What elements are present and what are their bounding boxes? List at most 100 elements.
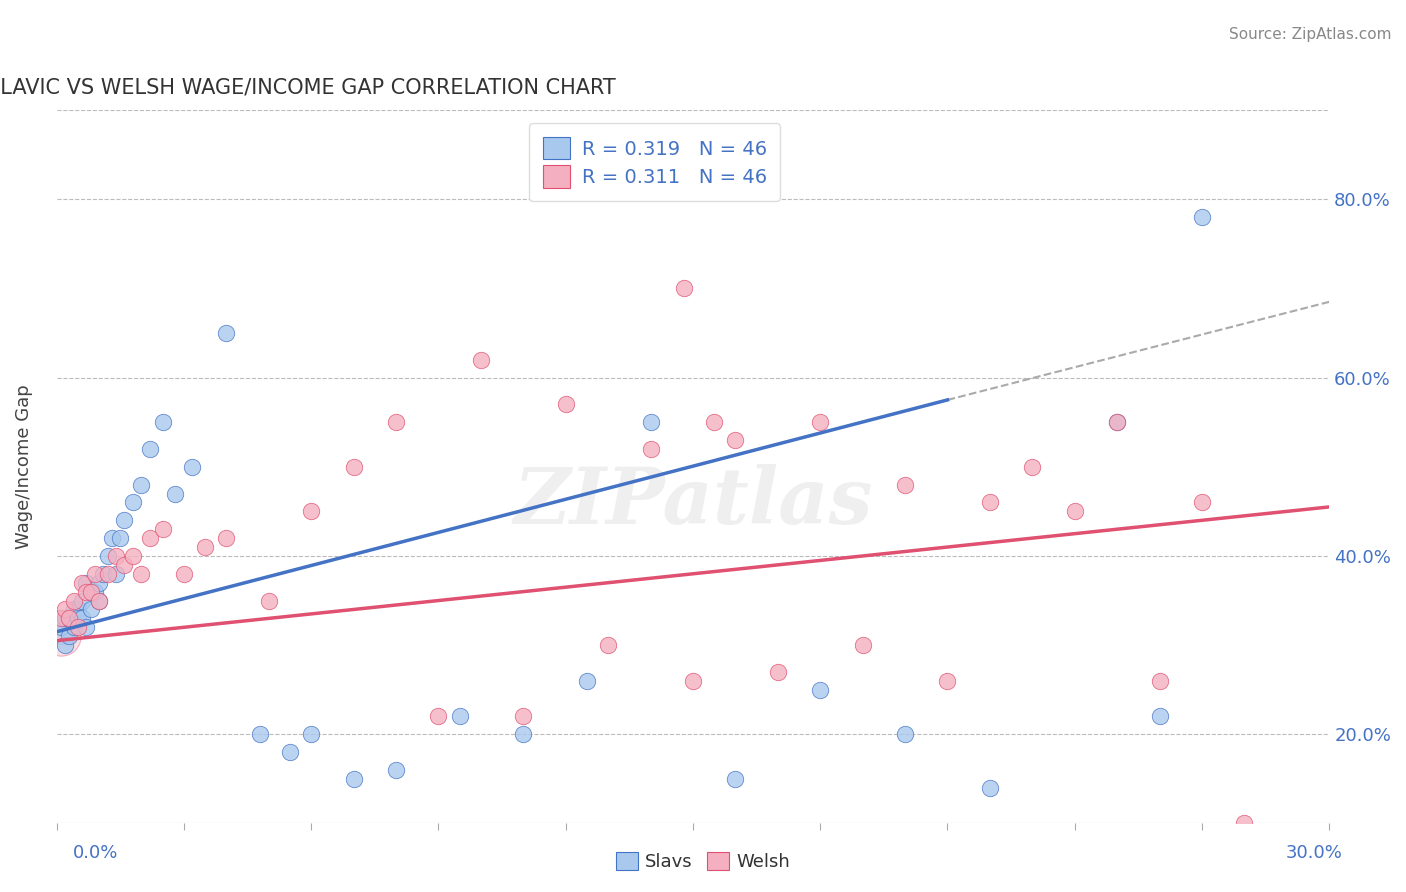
Point (49, 620, 72, 634)
Point (83, 584, 105, 599)
Point (470, 352, 492, 367)
Text: 0.0%: 0.0% (73, 844, 118, 862)
Point (808, 682, 831, 697)
Point (62, 593, 84, 607)
Point (979, 495, 1001, 509)
Point (62, 620, 84, 634)
Point (79, 602, 101, 616)
Text: SLAVIC VS WELSH WAGE/INCOME GAP CORRELATION CHART: SLAVIC VS WELSH WAGE/INCOME GAP CORRELAT… (0, 78, 616, 97)
Point (181, 459, 204, 474)
Point (1107, 415, 1129, 429)
Point (87, 593, 110, 607)
Text: Source: ZipAtlas.com: Source: ZipAtlas.com (1229, 27, 1392, 42)
Point (131, 566, 153, 581)
Point (75, 584, 97, 599)
Point (766, 665, 789, 679)
Point (139, 531, 162, 545)
Point (96, 549, 118, 563)
Point (194, 540, 217, 554)
Point (58, 629, 80, 643)
Point (173, 566, 195, 581)
Point (105, 566, 128, 581)
Point (66, 620, 89, 634)
Point (385, 763, 408, 777)
Point (53, 602, 76, 616)
Point (979, 780, 1001, 795)
Point (299, 727, 322, 741)
Point (278, 745, 301, 759)
Point (724, 772, 747, 786)
Point (673, 281, 696, 295)
Point (70, 575, 93, 590)
Point (512, 709, 534, 723)
Point (53, 611, 76, 625)
Point (215, 531, 238, 545)
Legend: R = 0.319   N = 46, R = 0.311   N = 46: R = 0.319 N = 46, R = 0.311 N = 46 (529, 123, 780, 202)
Point (53, 638, 76, 652)
Point (596, 638, 619, 652)
Point (87, 593, 110, 607)
Point (110, 531, 132, 545)
Point (152, 415, 174, 429)
Text: ZIPatlas: ZIPatlas (513, 464, 873, 541)
Point (852, 638, 875, 652)
Point (1191, 210, 1213, 224)
Point (894, 727, 917, 741)
Point (83, 566, 105, 581)
Point (105, 549, 128, 563)
Point (96, 566, 118, 581)
Point (1107, 415, 1129, 429)
Point (1021, 459, 1043, 474)
Point (427, 709, 450, 723)
Point (70, 611, 93, 625)
Point (87, 575, 110, 590)
Point (62, 602, 84, 616)
Point (1063, 504, 1085, 518)
Point (1191, 495, 1213, 509)
Point (215, 326, 238, 340)
Point (554, 397, 576, 411)
Point (165, 486, 187, 500)
Point (449, 709, 471, 723)
Point (640, 442, 662, 456)
Point (512, 727, 534, 741)
Point (139, 442, 162, 456)
Point (936, 673, 959, 688)
Point (100, 531, 122, 545)
Point (75, 575, 97, 590)
Point (58, 611, 80, 625)
Point (257, 593, 280, 607)
Text: 30.0%: 30.0% (1286, 844, 1343, 862)
Point (79, 584, 101, 599)
Point (575, 673, 598, 688)
Legend: Slavs, Welsh: Slavs, Welsh (609, 845, 797, 879)
Point (122, 549, 145, 563)
Point (114, 558, 136, 572)
Point (75, 620, 97, 634)
Point (724, 433, 747, 447)
Point (122, 495, 145, 509)
Point (640, 415, 662, 429)
Point (342, 459, 364, 474)
Y-axis label: Wage/Income Gap: Wage/Income Gap (15, 384, 32, 549)
Point (152, 522, 174, 536)
Point (703, 415, 725, 429)
Point (342, 772, 364, 786)
Point (682, 673, 704, 688)
Point (131, 477, 153, 491)
Point (91, 566, 114, 581)
Point (299, 504, 322, 518)
Point (49, 611, 72, 625)
Point (1233, 816, 1256, 830)
Point (70, 593, 93, 607)
Point (114, 513, 136, 527)
Point (49, 629, 72, 643)
Point (66, 602, 89, 616)
Point (385, 415, 408, 429)
Point (58, 611, 80, 625)
Point (808, 415, 831, 429)
Point (49, 620, 72, 634)
Point (894, 477, 917, 491)
Point (1149, 709, 1171, 723)
Point (1149, 673, 1171, 688)
